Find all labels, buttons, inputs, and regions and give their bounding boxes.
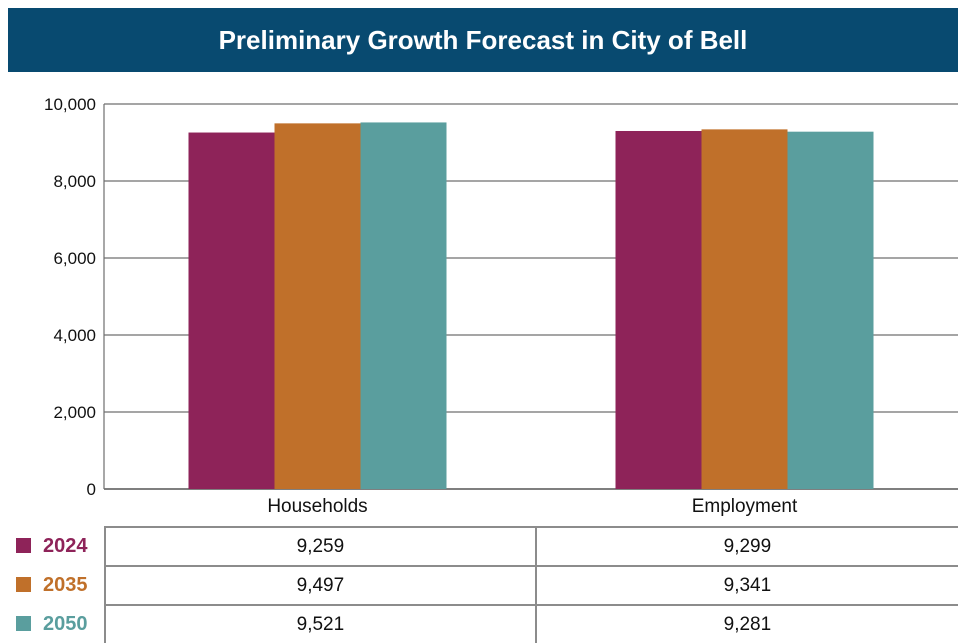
x-tick-label: Households — [267, 496, 367, 517]
y-tick-label: 0 — [87, 480, 96, 499]
table-row: 2050 9,521 9,281 — [10, 604, 958, 643]
y-tick-label: 6,000 — [53, 249, 96, 268]
table-cell: 9,281 — [534, 604, 958, 643]
x-tick-label: Employment — [692, 496, 798, 517]
table-cell: 9,299 — [534, 526, 958, 566]
legend-swatch-2035 — [16, 577, 31, 592]
y-tick-label: 10,000 — [44, 95, 96, 114]
legend-entry-2050: 2050 — [10, 605, 105, 643]
chart-title: Preliminary Growth Forecast in City of B… — [8, 8, 958, 72]
bar-households-2035 — [274, 123, 361, 489]
y-tick-label: 4,000 — [53, 326, 96, 345]
y-tick-label: 2,000 — [53, 403, 96, 422]
legend-entry-2035: 2035 — [10, 566, 105, 605]
y-tick-label: 8,000 — [53, 172, 96, 191]
legend-label-2050: 2050 — [43, 612, 88, 635]
legend-label-2024: 2024 — [43, 535, 88, 557]
bar-households-2050 — [360, 122, 447, 489]
table-row: 2035 9,497 9,341 — [10, 565, 958, 605]
bar-chart: 0 2,000 4,000 6,000 8,000 10,000 Households Em… — [44, 95, 958, 517]
table-cell: 9,521 — [104, 604, 536, 643]
x-axis-labels: Households Employment — [267, 496, 798, 517]
bar-employment-2024 — [615, 130, 702, 489]
bar-employment-2035 — [701, 129, 788, 489]
y-axis-ticks: 0 2,000 4,000 6,000 8,000 10,000 — [44, 95, 96, 499]
legend-swatch-2024 — [16, 538, 31, 553]
bars — [188, 122, 874, 489]
legend-swatch-2050 — [16, 615, 31, 631]
bar-employment-2050 — [787, 131, 874, 489]
table-cell: 9,497 — [104, 565, 536, 605]
table-row: 2024 9,259 9,299 — [10, 526, 958, 566]
data-table: 2024 9,259 9,299 2035 9,497 9,341 2050 9… — [10, 526, 958, 643]
table-cell: 9,341 — [534, 565, 958, 605]
legend-label-2035: 2035 — [43, 574, 88, 596]
table-cell: 9,259 — [104, 526, 536, 566]
bar-households-2024 — [188, 132, 275, 489]
legend-entry-2024: 2024 — [10, 527, 105, 566]
